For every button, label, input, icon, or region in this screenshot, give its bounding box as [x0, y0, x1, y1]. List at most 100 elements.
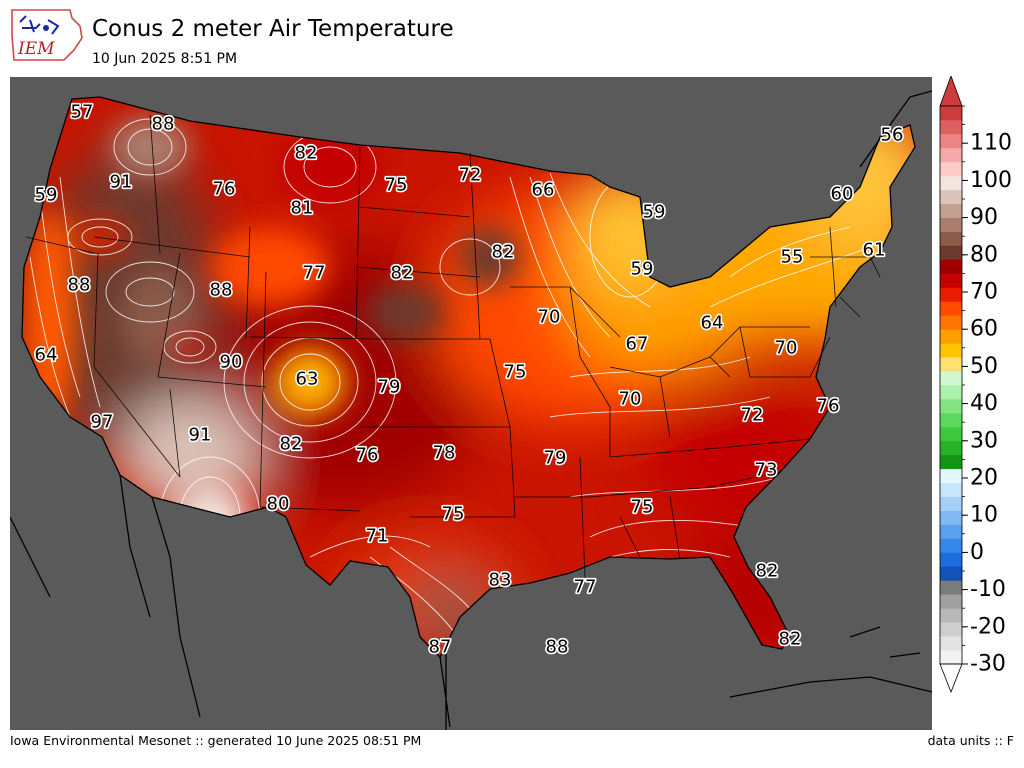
station-temp-label: 82	[295, 143, 318, 164]
station-temp-label: 79	[378, 377, 401, 398]
page-subtitle: 10 Jun 2025 8:51 PM	[92, 51, 238, 67]
colorbar-swatch	[940, 510, 962, 525]
colorbar-swatch	[940, 175, 962, 191]
colorbar-swatch	[940, 119, 962, 135]
station-temp-label: 91	[189, 425, 212, 446]
station-temp-label: 64	[701, 313, 724, 334]
station-temp-label: 77	[303, 263, 326, 284]
colorbar-swatch	[940, 566, 962, 581]
station-temp-label: 56	[881, 125, 904, 146]
station-temp-label: 60	[831, 184, 854, 205]
station-temp-label: 75	[504, 362, 527, 383]
colorbar-tick-label: 110	[970, 131, 1012, 156]
footer-credit: Iowa Environmental Mesonet :: generated …	[10, 733, 422, 748]
colorbar-swatches	[939, 76, 963, 694]
colorbar-swatch	[940, 524, 962, 539]
colorbar-swatch	[940, 440, 962, 456]
colorbar-swatch	[940, 133, 962, 149]
station-temp-label: 78	[433, 443, 456, 464]
station-temp-label: 70	[775, 338, 798, 359]
station-temp-label: 88	[68, 275, 91, 296]
colorbar-tick-label: 10	[970, 503, 998, 528]
station-temp-label: 59	[35, 185, 58, 206]
station-temp-label: 61	[863, 240, 886, 261]
station-temp-label: 67	[626, 334, 649, 355]
colorbar-tick-label: -30	[970, 652, 1006, 677]
colorbar-extend-min	[939, 663, 963, 694]
station-temp-label: 97	[91, 412, 114, 433]
colorbar-swatch	[940, 468, 962, 484]
colorbar-swatch	[940, 273, 962, 288]
station-temp-label: 77	[574, 577, 597, 598]
colorbar-tick-label: 90	[970, 205, 998, 230]
colorbar-tick-label: -20	[970, 614, 1006, 639]
colorbar-swatch	[940, 496, 962, 511]
colorbar-swatch	[940, 594, 962, 609]
iem-logo: IEM	[11, 9, 83, 61]
colorbar-swatch	[940, 161, 962, 177]
station-temp-label: 81	[291, 198, 314, 219]
colorbar-swatch	[940, 385, 962, 400]
colorbar-swatch	[940, 454, 962, 470]
colorbar-swatch	[940, 315, 962, 330]
station-temp-label: 73	[755, 460, 778, 481]
colorbar-tick-label: -10	[970, 577, 1006, 602]
station-temp-label: 63	[296, 369, 319, 390]
logo-text: IEM	[17, 39, 55, 59]
station-temp-label: 75	[442, 504, 465, 525]
colorbar-swatch	[940, 301, 962, 316]
colorbar-tick-label: 60	[970, 317, 998, 342]
colorbar-tick-label: 70	[970, 280, 998, 305]
station-temp-label: 59	[643, 202, 666, 223]
station-temp-label: 71	[366, 526, 389, 547]
footer-units: data units :: F	[927, 733, 1014, 748]
colorbar-swatch	[940, 245, 962, 260]
colorbar-swatch	[940, 650, 962, 665]
station-temp-label: 82	[492, 242, 515, 263]
colorbar-swatch	[940, 217, 962, 232]
colorbar-swatch	[940, 426, 962, 442]
colorbar-swatch	[940, 412, 962, 428]
colorbar-swatch	[940, 329, 962, 344]
colorbar-tick-label: 30	[970, 428, 998, 453]
station-temp-label: 88	[152, 114, 175, 135]
coastlines	[10, 90, 932, 730]
station-temp-label: 90	[220, 352, 243, 373]
station-temp-label: 91	[110, 172, 133, 193]
colorbar-swatch	[940, 203, 962, 218]
station-temp-label: 82	[280, 434, 303, 455]
station-temp-label: 76	[817, 396, 840, 417]
station-temp-label: 87	[429, 637, 452, 658]
colorbar-swatch	[940, 189, 962, 205]
station-temp-label: 82	[756, 561, 779, 582]
state-borders	[25, 114, 881, 578]
colorbar-swatch	[940, 622, 962, 637]
station-labels: 57 88 82 75 72 66 56 59 91 76 81 59 60 82 55 61 88 77 82 59…	[33, 100, 905, 659]
colorbar-tick-label: 20	[970, 466, 998, 491]
colorbar-swatch	[940, 287, 962, 302]
colorbar-swatch	[940, 231, 962, 246]
station-temp-label: 80	[267, 494, 290, 515]
station-temp-label: 55	[781, 247, 804, 268]
station-temp-label: 72	[459, 165, 482, 186]
station-temp-label: 57	[71, 102, 94, 123]
temperature-map: 57 88 82 75 72 66 56 59 91 76 81 59 60 82 55 61 88 77 82 59…	[10, 77, 932, 730]
colorbar-swatch	[940, 398, 962, 414]
colorbar-ticks: -30 -20 -10 0 10 20 30 40 50 60 70 80 90 100 110	[962, 105, 1012, 677]
colorbar-swatch	[940, 608, 962, 623]
station-temp-label: 66	[532, 180, 555, 201]
station-temp-label: 70	[619, 389, 642, 410]
station-temp-label: 76	[356, 445, 379, 466]
station-temp-label: 64	[35, 345, 58, 366]
station-temp-label: 83	[489, 570, 512, 591]
station-temp-label: 70	[538, 307, 561, 328]
colorbar-swatch	[940, 147, 962, 163]
station-temp-label: 82	[779, 629, 802, 650]
colorbar-swatch	[940, 106, 962, 121]
station-temp-label: 79	[544, 448, 567, 469]
station-temp-label: 72	[741, 405, 764, 426]
station-temp-label: 88	[546, 637, 569, 658]
colorbar-tick-label: 50	[970, 354, 998, 379]
station-temp-label: 75	[385, 175, 408, 196]
colorbar-tick-label: 100	[970, 168, 1012, 193]
